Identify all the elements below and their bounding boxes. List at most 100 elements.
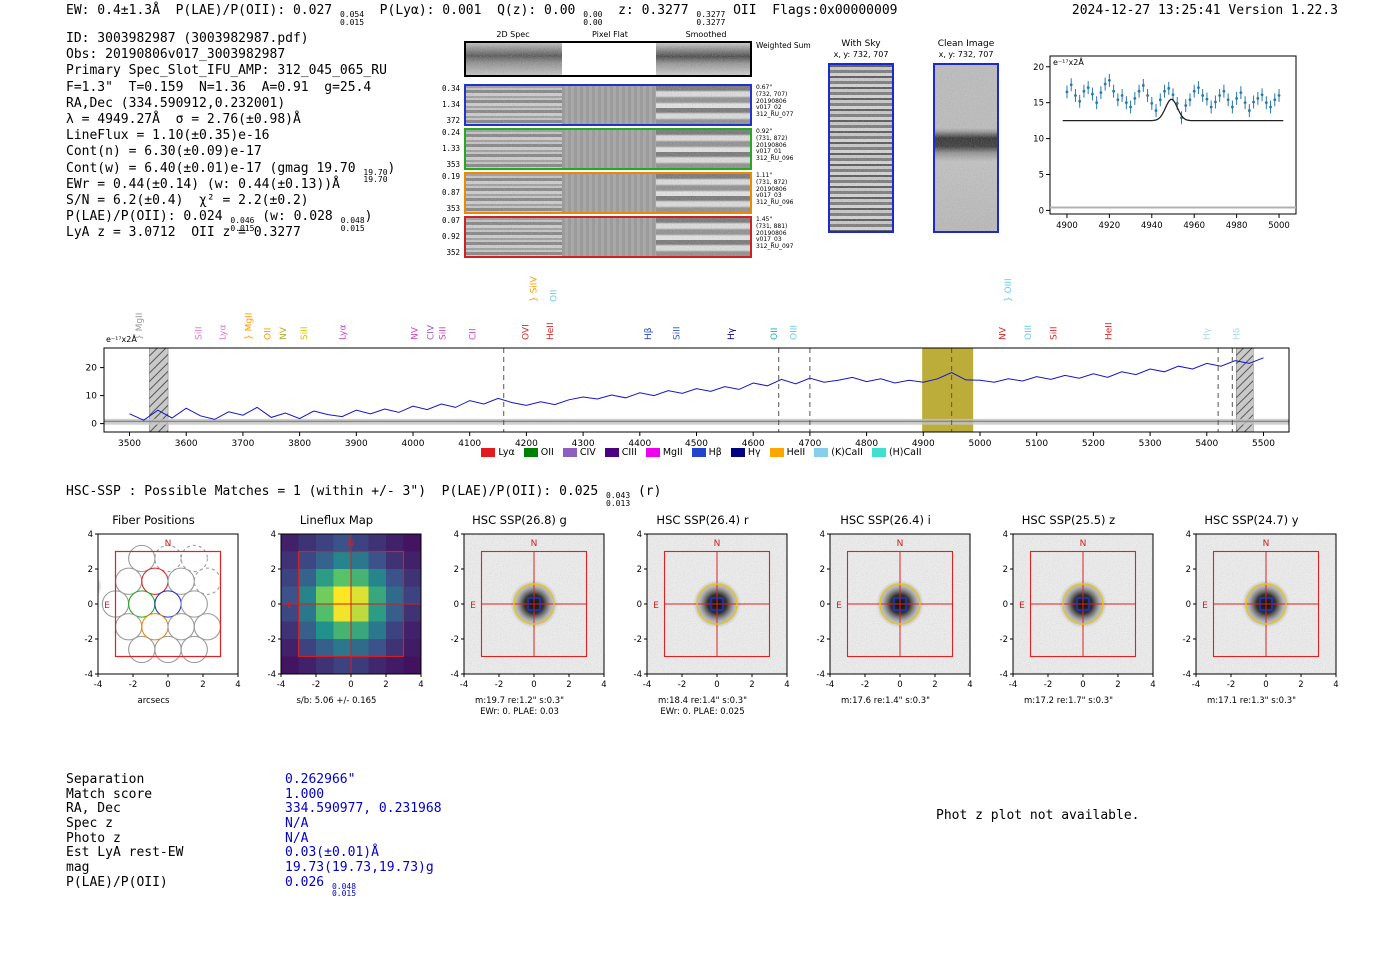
x-tick-label: 0 xyxy=(165,680,170,690)
x-tick-label: -2 xyxy=(1044,680,1052,690)
circle-element xyxy=(439,572,461,594)
y-tick-label: -4 xyxy=(1183,670,1191,680)
rect-element xyxy=(298,604,317,622)
circle-element xyxy=(1074,94,1077,97)
rect-element xyxy=(466,174,562,212)
emission-line-label: HeII xyxy=(1105,322,1115,340)
circle-element xyxy=(1264,101,1268,105)
rect-element xyxy=(1259,597,1273,611)
spec2d-row-labels xyxy=(434,41,464,77)
circle-element xyxy=(1150,102,1154,105)
circle-element xyxy=(1133,96,1137,100)
circle-element xyxy=(1154,109,1158,112)
span-element: 0.054 xyxy=(339,10,365,19)
cutout-title: Fiber Positions xyxy=(112,513,195,527)
circle-element xyxy=(1218,94,1222,97)
text-element: 4300 xyxy=(572,439,595,449)
circle-element xyxy=(1091,92,1094,96)
legend-item: Lyα xyxy=(481,447,515,458)
circle-element xyxy=(154,544,182,573)
text-element: 15 xyxy=(1033,99,1044,109)
emission-line-label: HeII xyxy=(546,322,556,340)
rect-element xyxy=(403,534,421,552)
text-element: 3900 xyxy=(345,439,368,449)
span-element: 0.043 xyxy=(606,491,631,500)
emission-line-label: OIII xyxy=(1024,325,1034,340)
text-segment: S/N = 6.2(±0.4) χ² = 2.2(±0.2) xyxy=(66,192,309,208)
legend-swatch xyxy=(562,448,577,457)
rect-element xyxy=(656,174,750,212)
fiber-annotation-line: 312_RU_077 xyxy=(756,111,794,119)
y-tick-label: -4 xyxy=(451,670,459,680)
match-field-value: 334.590977, 0.231968 xyxy=(285,801,442,816)
fiber-annotation-line: 20190806 xyxy=(756,229,787,237)
spec2d-weighted-row: Weighted Sum xyxy=(434,41,830,77)
with-sky-image xyxy=(830,65,892,231)
info-line: Cont(w) = 6.40(±0.01)e-17 (gmag 19.70 19… xyxy=(66,161,395,184)
x-tick-label: -2 xyxy=(495,680,503,690)
legend-item: (K)CaII xyxy=(814,447,863,458)
rect-element xyxy=(333,534,352,552)
match-field-label: Separation xyxy=(66,772,145,787)
report-datetime: 2024-12-27 13:25:41 Version 1.22.3 xyxy=(1071,3,1338,18)
text-element: 0 xyxy=(91,420,97,430)
text-element: 4200 xyxy=(515,439,538,449)
emission-line-label: } MgII xyxy=(244,313,254,340)
x-tick-label: 2 xyxy=(200,680,205,690)
legend-item: Hγ xyxy=(730,447,761,458)
span-element: 0.00 xyxy=(583,17,603,27)
north-label: N xyxy=(1263,539,1270,549)
text-element: 20 xyxy=(1033,63,1044,73)
circle-element xyxy=(180,590,208,618)
text-element: 4000 xyxy=(402,439,425,449)
match-field-label: Est LyA rest-EW xyxy=(66,845,184,861)
match-field-value: 1.000 xyxy=(285,787,324,802)
cutout-panel-map: Lineflux Map N E -4 -4 -2 -2 0 0 2 2 4 4 s/b: 5.06 +/… xyxy=(245,508,428,707)
text-element: 4980 xyxy=(1226,221,1248,231)
fiber-weight-labels: 0.07 0.92 352 xyxy=(434,216,464,258)
rect-element xyxy=(298,534,317,552)
text-element: 5200 xyxy=(1082,439,1105,449)
rect-element xyxy=(368,656,387,674)
span-element: 19.70 xyxy=(363,167,388,177)
text-element: 5000 xyxy=(1268,221,1290,231)
text-element: 4500 xyxy=(685,439,708,449)
span-element: 0.3277 xyxy=(696,10,726,19)
polyline-element xyxy=(129,357,1264,421)
circle-element xyxy=(1078,99,1082,103)
rect-element xyxy=(368,551,387,570)
noise-texture xyxy=(935,65,997,231)
cutout-sublabel: arcsecs xyxy=(137,696,170,706)
fiber-annotation-line: v017_02 xyxy=(756,104,782,112)
noise-texture xyxy=(656,130,750,168)
cutout-panel-g: HSC SSP(26.8) g N E -4 -4 -2 -2 0 0 2 2 4 4 m:19.7 re… xyxy=(428,508,611,718)
rect-element xyxy=(316,656,334,674)
noise-texture xyxy=(466,86,562,124)
circle-element xyxy=(1082,89,1086,93)
x-tick-label: 0 xyxy=(1263,680,1268,690)
rect-element xyxy=(333,604,352,622)
x-tick-label: 2 xyxy=(1115,680,1120,690)
emission-line-label: SiII xyxy=(300,326,310,340)
text-element: 4600 xyxy=(742,439,765,449)
cutout-title: HSC SSP(24.7) y xyxy=(1204,513,1299,527)
rect-element xyxy=(656,130,750,168)
text-element: 4940 xyxy=(1141,221,1163,231)
text-segment: 1.000 xyxy=(285,786,325,802)
fiber-annotation: 1.45" (731, 881) 20190806 v017_03 312_RU_097 xyxy=(752,216,814,258)
2dspec-image xyxy=(466,86,562,124)
circle-element xyxy=(1158,98,1162,102)
rect-element xyxy=(351,639,369,657)
legend-swatch xyxy=(523,448,538,457)
x-tick-label: 2 xyxy=(566,680,571,690)
rect-element xyxy=(1076,597,1090,611)
fiber-annotation-line: 0.67" xyxy=(756,84,773,91)
circle-element xyxy=(1171,93,1175,97)
fiber-annotation: 0.92" (731, 872) 20190806 v017_01 312_RU_096 xyxy=(752,128,814,170)
legend-label: (H)CaII xyxy=(888,447,922,458)
emission-line-label: } SiIV xyxy=(530,276,540,302)
legend-swatch xyxy=(769,448,784,457)
legend-item: HeII xyxy=(769,447,805,458)
fiber-annotation-line: v017_03 xyxy=(756,236,782,244)
emission-line-label: SiII xyxy=(195,326,205,340)
